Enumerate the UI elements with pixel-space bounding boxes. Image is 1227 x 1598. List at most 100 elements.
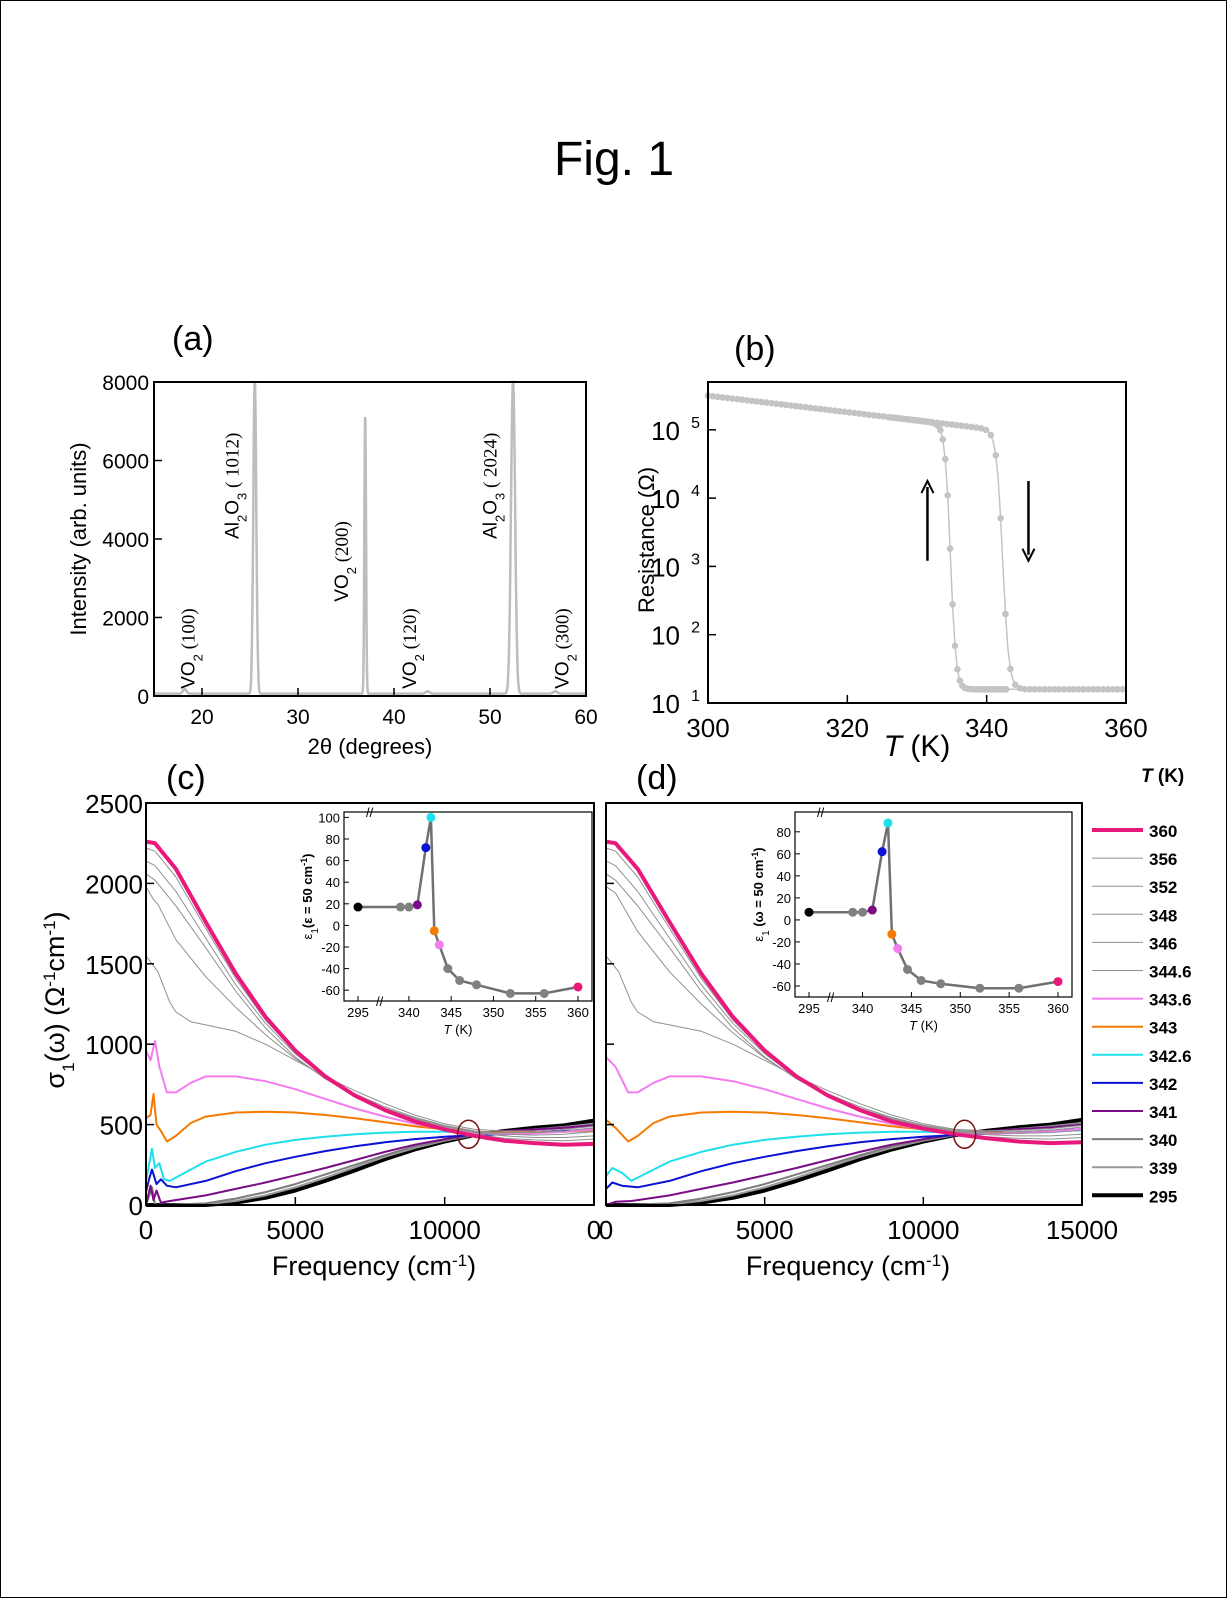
x-tick-label: 360 — [1104, 713, 1147, 743]
panel-a: (a) 20 30 40 50 60 0 2000 4000 6000 8000 2θ (degree… — [66, 320, 598, 759]
plot-frame — [145, 802, 595, 1206]
inset-point — [412, 900, 422, 910]
label-close: ) — [40, 911, 70, 920]
panel-label: (d) — [636, 759, 678, 797]
inset-x-tick-label: 345 — [440, 1005, 462, 1020]
inset-x-tick-label: 295 — [347, 1005, 369, 1020]
legend-label: 339 — [1149, 1159, 1177, 1178]
label-unit: (K) — [917, 1018, 938, 1033]
resistance-point — [997, 514, 1004, 522]
inset-point — [883, 818, 893, 828]
peak-label: Al2O3 ( 2024) — [481, 433, 508, 539]
x-tick-label: 40 — [382, 706, 405, 729]
legend-label: 340 — [1149, 1131, 1177, 1150]
spectrum-343.6 — [605, 1056, 1083, 1135]
axis-break-top: // — [817, 805, 825, 820]
inset-x-tick-label: 360 — [1047, 1001, 1069, 1016]
inset-x-tick-label: 350 — [949, 1001, 971, 1016]
resistance-point — [963, 423, 970, 430]
resistance-point — [714, 393, 722, 401]
resistance-point — [880, 413, 887, 420]
spectrum-295 — [146, 1118, 595, 1207]
label-index: (120) — [400, 608, 421, 654]
label-sub: 2 — [492, 515, 507, 522]
inset: // // 295 340 345 350 355 360 100 80 60 40 20 0 -20 -40… — [299, 805, 593, 1037]
label-sup: -1 — [926, 1251, 941, 1270]
x-tick-label: 340 — [965, 713, 1008, 743]
inset-point — [858, 907, 868, 917]
peak-label: VO2 (200) — [332, 521, 359, 602]
inset-point — [975, 983, 985, 993]
resistance-point — [851, 409, 858, 417]
legend-title-unit: (K) — [1153, 766, 1185, 787]
inset-y-tick-label: -20 — [772, 935, 791, 950]
spectrum-343.6 — [145, 1040, 595, 1136]
y-tick-exponent: 3 — [691, 551, 700, 568]
inset-point — [455, 975, 465, 985]
resistance-point — [758, 398, 765, 406]
label-sub: 1 — [59, 1062, 78, 1071]
y-tick-label: 2000 — [102, 608, 149, 631]
label-sub: 2 — [564, 654, 579, 661]
label-main2: O — [481, 500, 502, 515]
inset-y-tick-label: 0 — [333, 918, 340, 933]
resistance-point — [1036, 686, 1043, 693]
label-main: VO — [178, 661, 199, 688]
resistance-point — [956, 677, 964, 684]
arrow-up-head — [920, 478, 935, 494]
resistance-point — [1065, 686, 1073, 693]
resistance-point — [821, 406, 829, 413]
resistance-point — [787, 402, 795, 409]
x-tick-label: 0 — [587, 1215, 601, 1245]
axis-break-top: // — [366, 805, 374, 820]
label-main: σ — [40, 1072, 70, 1089]
label-close: ) — [941, 1251, 950, 1281]
resistance-point — [870, 412, 878, 419]
inset-point — [539, 988, 549, 998]
resistance-point — [1060, 686, 1068, 693]
resistance-point — [951, 642, 959, 650]
y-tick-label: 10 — [651, 416, 680, 446]
inset-point — [573, 982, 583, 992]
label-sub2: 3 — [234, 493, 249, 500]
inset-point — [804, 907, 814, 917]
label-sub2: 3 — [492, 493, 507, 500]
label-main: Al — [481, 522, 502, 539]
xrd-curve — [154, 380, 586, 695]
resistance-point — [1021, 685, 1029, 693]
panel-label: (a) — [172, 320, 214, 358]
x-axis-label: 2θ (degrees) — [308, 734, 433, 759]
resistance-point — [939, 436, 947, 443]
plot-frame — [153, 381, 587, 697]
y-axis-label: Resistance (Ω) — [634, 467, 659, 613]
resistance-point — [1031, 686, 1039, 693]
label-main2: O — [222, 500, 243, 515]
inset-y-tick-label: 40 — [777, 869, 791, 884]
resistance-point — [826, 406, 834, 414]
resistance-point — [1109, 686, 1117, 693]
y-tick-exponent: 5 — [691, 415, 700, 432]
resistance-point — [768, 399, 775, 407]
inset-point — [916, 975, 926, 985]
label-italic: T — [444, 1022, 453, 1037]
inset-y-tick-label: 60 — [326, 854, 340, 869]
resistance-point — [811, 405, 819, 412]
resistance-point — [982, 426, 990, 434]
inset-point — [353, 902, 363, 912]
label-sub: 2 — [234, 515, 249, 522]
y-tick-label: 10 — [651, 552, 680, 582]
label-main: Al — [222, 522, 243, 539]
label-end: ) — [300, 854, 315, 858]
x-tick-label: 0 — [139, 1215, 153, 1245]
resistance-point — [949, 601, 956, 608]
legend-label: 343.6 — [1149, 991, 1192, 1010]
label-sub: 1 — [761, 930, 772, 936]
resistance-point — [841, 408, 848, 416]
resistance-point — [846, 409, 853, 416]
resistance-point — [987, 431, 995, 439]
resistance-point — [724, 394, 731, 402]
inset-y-tick-label: -60 — [772, 979, 791, 994]
inset-y-tick-label: -60 — [321, 983, 340, 998]
y-tick-exponent: 2 — [691, 620, 700, 637]
